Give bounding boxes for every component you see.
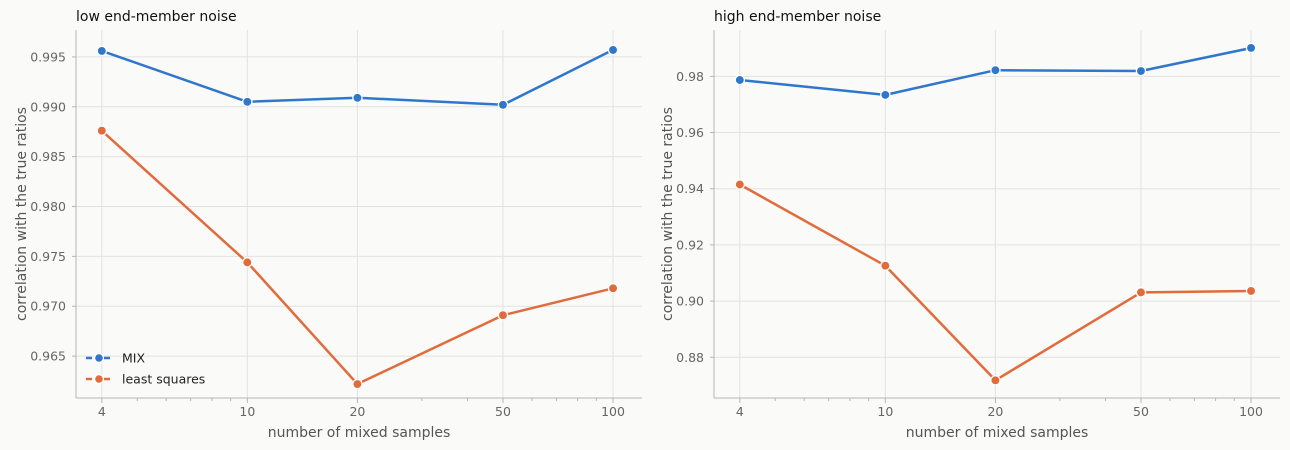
y-tick-label: 0.975	[30, 249, 66, 264]
data-point-least-squares	[1135, 287, 1147, 298]
y-tick-label: 0.88	[676, 350, 704, 365]
data-point-least-squares	[607, 283, 619, 294]
data-point-least-squares	[352, 378, 363, 390]
legend-label: MIX	[122, 351, 145, 366]
x-tick-label: 20	[987, 404, 1003, 419]
panel-title: high end-member noise	[714, 9, 881, 25]
x-tick-label: 50	[1133, 404, 1149, 419]
x-axis-label: number of mixed samples	[906, 425, 1089, 441]
data-point-mix	[497, 99, 509, 111]
data-point-least-squares	[1245, 285, 1257, 297]
x-tick-label: 10	[239, 404, 255, 419]
data-point-mix	[990, 64, 1001, 76]
data-point-least-squares	[96, 125, 108, 136]
data-point-least-squares	[242, 257, 253, 268]
y-axis-label: correlation with the true ratios	[14, 107, 30, 321]
data-point-least-squares	[734, 179, 746, 190]
y-tick-label: 0.990	[30, 99, 66, 114]
data-point-mix	[607, 44, 619, 56]
data-point-least-squares	[880, 260, 891, 271]
y-tick-label: 0.970	[30, 299, 66, 314]
y-tick-label: 0.92	[676, 237, 704, 252]
y-tick-label: 0.965	[30, 349, 66, 364]
x-tick-label: 100	[1239, 404, 1263, 419]
y-tick-label: 0.94	[676, 181, 704, 196]
y-tick-label: 0.96	[676, 125, 704, 140]
data-point-mix	[1135, 65, 1147, 77]
x-tick-label: 10	[877, 404, 893, 419]
y-tick-label: 0.985	[30, 149, 66, 164]
data-point-mix	[1245, 42, 1257, 54]
data-point-mix	[880, 89, 891, 101]
x-tick-label: 20	[349, 404, 365, 419]
data-point-mix	[734, 74, 746, 86]
x-tick-label: 4	[736, 404, 744, 419]
y-tick-label: 0.995	[30, 49, 66, 64]
data-point-mix	[96, 45, 108, 57]
chart-panel-1: 0.965 0.970 0.975 0.980 0.985 0.990 0.995 4 10 20…	[14, 9, 642, 441]
x-tick-label: 100	[601, 404, 625, 419]
data-point-mix	[242, 96, 253, 108]
x-axis-label: number of mixed samples	[268, 425, 451, 441]
chart-panel-2: 0.88 0.90 0.92 0.94 0.96 0.98 4 10 20 50 100 high e…	[660, 9, 1280, 441]
y-axis-label: correlation with the true ratios	[660, 107, 676, 321]
y-tick-label: 0.980	[30, 199, 66, 214]
legend-swatch-marker	[93, 374, 104, 385]
data-point-mix	[352, 92, 363, 104]
y-tick-label: 0.90	[676, 294, 704, 309]
legend-label: least squares	[122, 372, 205, 387]
data-point-least-squares	[990, 375, 1001, 386]
x-tick-label: 50	[495, 404, 511, 419]
legend-swatch-marker	[93, 353, 104, 364]
panel-title: low end-member noise	[76, 9, 237, 25]
x-tick-label: 4	[98, 404, 106, 419]
data-point-least-squares	[497, 309, 509, 321]
y-tick-label: 0.98	[676, 69, 704, 84]
legend: MIX least squares	[86, 351, 205, 387]
